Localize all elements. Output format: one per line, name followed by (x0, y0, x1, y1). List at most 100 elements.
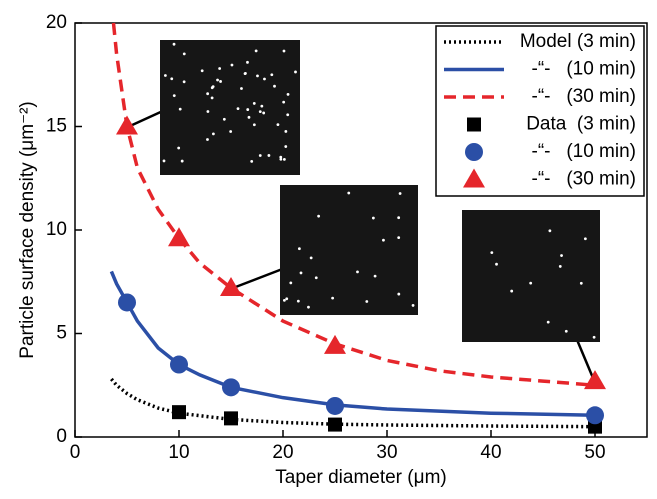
inset-dot (356, 270, 359, 274)
inset-dot (558, 265, 562, 268)
legend-label: -“- (30 min) (532, 86, 637, 107)
inset-dot (210, 96, 214, 100)
marker-square (467, 117, 481, 132)
inset-dot (282, 49, 286, 53)
inset-dot (270, 73, 274, 77)
marker-triangle (220, 276, 242, 296)
marker-circle (118, 293, 136, 312)
model-line (111, 22, 596, 387)
inset-dot (219, 80, 222, 83)
inset-dot (579, 281, 583, 285)
inset-dot (211, 132, 215, 136)
inset-dot (289, 281, 293, 285)
inset-dot (258, 154, 262, 157)
x-axis-label: Taper diameter (μm) (275, 467, 446, 488)
x-tick-label: 0 (70, 442, 81, 463)
inset-dot (560, 254, 563, 257)
marker-triangle (463, 168, 485, 188)
inset-dot (182, 80, 186, 84)
y-tick-label: 0 (56, 426, 67, 447)
inset-dot (297, 247, 301, 251)
inset-dot (273, 84, 276, 88)
y-tick-label: 20 (46, 12, 67, 33)
inset-dot (244, 71, 247, 75)
inset-dot (247, 115, 251, 119)
inset-dot (162, 159, 166, 163)
inset-image (280, 185, 418, 315)
inset-dot (260, 104, 264, 108)
inset-dot (263, 77, 266, 81)
inset-dot (285, 297, 289, 301)
inset-dot (411, 304, 415, 307)
inset-dot (382, 238, 385, 242)
model-line (110, 377, 596, 429)
inset-dot (250, 159, 254, 163)
inset-dot (282, 298, 286, 302)
x-tick-label: 30 (376, 442, 397, 463)
marker-circle (326, 396, 344, 415)
inset-dot (236, 107, 240, 111)
inset-dot (258, 110, 262, 114)
inset-dot (286, 92, 290, 96)
inset-image (160, 40, 300, 175)
inset-dot (490, 251, 494, 255)
inset-dot (246, 108, 250, 111)
y-axis-label: Particle surface density (μm⁻²) (17, 101, 38, 358)
legend-label: -“- (30 min) (532, 169, 637, 190)
marker-triangle (324, 334, 346, 354)
inset-dot (210, 86, 214, 90)
insets (129, 40, 600, 379)
inset-dot (309, 256, 313, 260)
inset-dot (592, 335, 596, 339)
inset-pointer (573, 334, 595, 379)
inset-dot (548, 229, 552, 233)
x-tick-label: 40 (480, 442, 501, 463)
inset-dot (206, 138, 209, 141)
marker-square (172, 405, 186, 420)
inset-dot (510, 289, 514, 293)
inset-dot (284, 145, 288, 148)
inset-dot (200, 69, 204, 73)
marker-square (328, 417, 342, 432)
marker-circle (465, 143, 483, 161)
y-tick-label: 10 (46, 219, 67, 240)
inset-dot (307, 305, 310, 309)
inset-dot (495, 262, 498, 266)
inset-dot (317, 214, 321, 218)
inset-dot (564, 329, 568, 333)
inset-dot (282, 157, 286, 161)
inset-dot (546, 320, 550, 324)
inset-dot (373, 274, 377, 278)
legend-label: Data (3 min) (526, 114, 636, 135)
inset-dot (284, 130, 288, 133)
inset-dot (163, 74, 167, 77)
inset-dot (267, 154, 271, 157)
inset-dot (371, 216, 375, 220)
inset-image (462, 210, 600, 342)
inset-dot (246, 60, 249, 64)
legend-label: Model (3 min) (520, 31, 636, 52)
inset-dot (252, 123, 256, 127)
inset-dot (172, 42, 176, 46)
inset-pointer (232, 266, 286, 290)
inset-dot (296, 299, 300, 303)
inset-dot (170, 77, 174, 81)
inset-dot (206, 110, 210, 113)
inset-dot (262, 111, 266, 115)
inset-dot (230, 63, 234, 67)
inset-dot (282, 100, 286, 104)
inset-dot (182, 52, 186, 56)
x-tick-label: 50 (584, 442, 605, 463)
inset-dot (583, 237, 587, 241)
marker-circle (586, 406, 604, 425)
marker-circle (222, 378, 240, 397)
inset-dot (180, 159, 184, 163)
inset-dot (331, 296, 335, 300)
legend-label: -“- (10 min) (532, 59, 637, 80)
y-tick-label: 5 (56, 323, 67, 344)
inset-dot (294, 70, 297, 74)
inset-dot (529, 281, 533, 285)
inset-dot (206, 92, 210, 96)
inset-dot (177, 146, 181, 150)
